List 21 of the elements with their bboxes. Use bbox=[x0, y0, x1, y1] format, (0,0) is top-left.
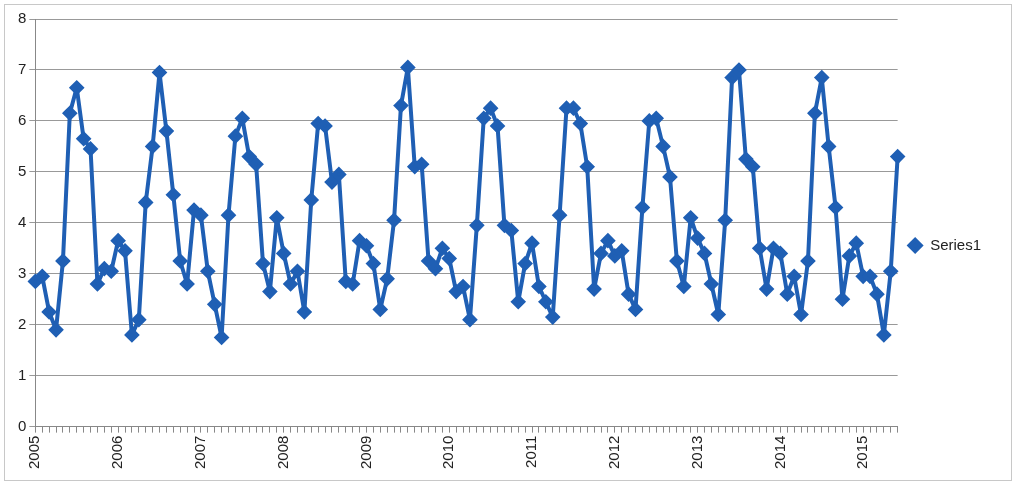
y-tick-label: 7 bbox=[18, 60, 27, 78]
y-tick-label: 6 bbox=[18, 111, 27, 129]
x-tick-label: 2008 bbox=[273, 435, 291, 470]
y-tick-label: 0 bbox=[18, 416, 27, 434]
y-tick-label: 3 bbox=[18, 263, 27, 281]
x-tick-label: 2005 bbox=[25, 435, 43, 470]
x-tick-label: 2013 bbox=[687, 435, 705, 470]
x-tick-label: 2014 bbox=[770, 435, 788, 470]
y-tick-label: 1 bbox=[18, 365, 27, 383]
x-tick-label: 2009 bbox=[356, 435, 374, 470]
y-tick-label: 2 bbox=[18, 314, 27, 332]
x-tick-label: 2012 bbox=[604, 435, 622, 470]
x-tick-label: 2011 bbox=[522, 435, 540, 468]
x-tick-label: 2010 bbox=[439, 435, 457, 470]
y-tick-label: 8 bbox=[18, 9, 27, 27]
y-tick-label: 4 bbox=[18, 212, 27, 230]
legend-label: Series1 bbox=[930, 235, 981, 253]
y-tick-label: 5 bbox=[18, 162, 27, 179]
x-tick-label: 2006 bbox=[108, 435, 126, 470]
x-tick-label: 2007 bbox=[191, 435, 209, 470]
x-tick-label: 2015 bbox=[853, 435, 871, 470]
